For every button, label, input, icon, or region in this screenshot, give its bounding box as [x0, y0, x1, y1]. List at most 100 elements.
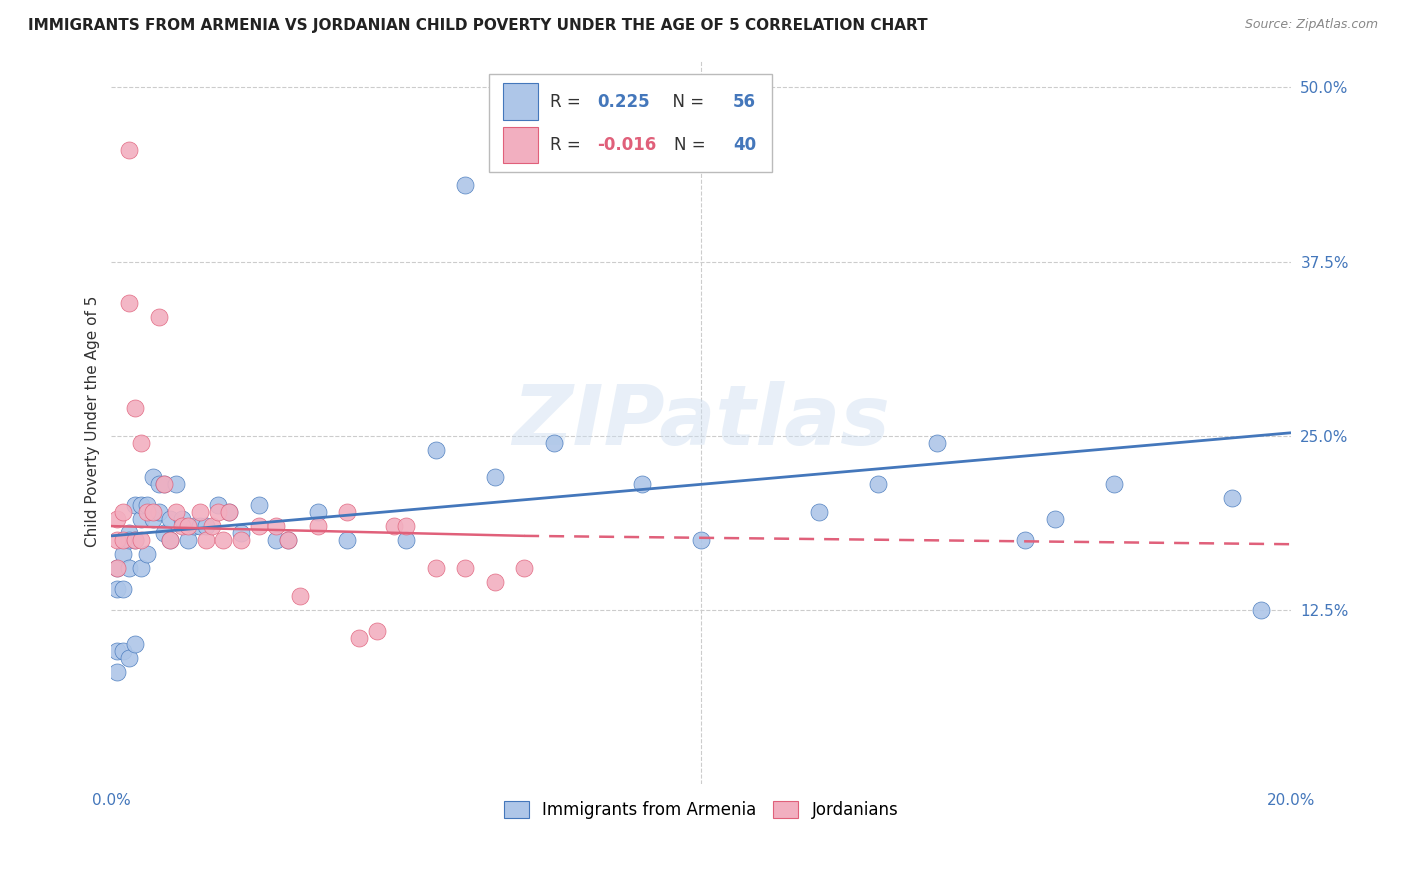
Point: [142, 512, 165, 526]
Text: N =: N =: [673, 136, 711, 154]
Point: [148, 505, 170, 519]
Point: [277, 533, 299, 547]
Point: [129, 435, 152, 450]
Point: [631, 477, 654, 491]
Point: [142, 470, 165, 484]
Point: [229, 526, 252, 541]
Point: [194, 533, 217, 547]
Text: R =: R =: [550, 136, 586, 154]
Point: [124, 638, 146, 652]
Point: [229, 533, 252, 547]
FancyBboxPatch shape: [489, 74, 772, 172]
Point: [105, 533, 128, 547]
Point: [925, 435, 948, 450]
Point: [212, 533, 235, 547]
Point: [112, 505, 135, 519]
Point: [129, 512, 152, 526]
Point: [118, 533, 141, 547]
Point: [336, 505, 359, 519]
Point: [172, 512, 194, 526]
Point: [1102, 477, 1125, 491]
Point: [347, 631, 370, 645]
Legend: Immigrants from Armenia, Jordanians: Immigrants from Armenia, Jordanians: [498, 795, 905, 826]
Text: R =: R =: [550, 93, 586, 111]
Point: [105, 665, 128, 680]
Point: [1220, 491, 1243, 506]
Point: [159, 533, 181, 547]
Text: 56: 56: [733, 93, 756, 111]
Point: [207, 498, 229, 512]
Point: [118, 561, 141, 575]
Point: [159, 533, 181, 547]
Point: [454, 178, 477, 192]
Text: 40: 40: [733, 136, 756, 154]
Point: [129, 533, 152, 547]
Point: [165, 505, 187, 519]
Point: [153, 526, 176, 541]
Point: [425, 561, 447, 575]
Point: [124, 401, 146, 415]
Text: IMMIGRANTS FROM ARMENIA VS JORDANIAN CHILD POVERTY UNDER THE AGE OF 5 CORRELATIO: IMMIGRANTS FROM ARMENIA VS JORDANIAN CHI…: [28, 18, 928, 33]
Point: [307, 519, 329, 533]
Point: [247, 519, 270, 533]
FancyBboxPatch shape: [503, 84, 538, 120]
Point: [183, 519, 205, 533]
Text: ZIPatlas: ZIPatlas: [512, 381, 890, 462]
Point: [172, 519, 194, 533]
Point: [135, 505, 157, 519]
Point: [207, 505, 229, 519]
Point: [1250, 602, 1272, 616]
Point: [277, 533, 299, 547]
Point: [247, 498, 270, 512]
Point: [194, 519, 217, 533]
Point: [177, 519, 200, 533]
Point: [118, 143, 141, 157]
Point: [148, 477, 170, 491]
Point: [484, 574, 506, 589]
Point: [395, 533, 418, 547]
Point: [484, 470, 506, 484]
Point: [690, 533, 713, 547]
Point: [129, 498, 152, 512]
Point: [112, 547, 135, 561]
Point: [118, 651, 141, 665]
Y-axis label: Child Poverty Under the Age of 5: Child Poverty Under the Age of 5: [86, 296, 100, 548]
Point: [105, 512, 128, 526]
Point: [124, 533, 146, 547]
Point: [266, 533, 288, 547]
Point: [105, 644, 128, 658]
Point: [124, 498, 146, 512]
Text: N =: N =: [662, 93, 710, 111]
Point: [188, 505, 211, 519]
Point: [153, 477, 176, 491]
Point: [135, 498, 157, 512]
Point: [124, 533, 146, 547]
Point: [307, 505, 329, 519]
FancyBboxPatch shape: [503, 127, 538, 163]
Point: [135, 547, 157, 561]
Point: [105, 561, 128, 575]
Point: [105, 582, 128, 596]
Point: [188, 519, 211, 533]
Point: [807, 505, 830, 519]
Point: [513, 561, 536, 575]
Point: [543, 435, 565, 450]
Text: -0.016: -0.016: [598, 136, 657, 154]
Point: [1014, 533, 1036, 547]
Point: [425, 442, 447, 457]
Point: [153, 477, 176, 491]
Text: 0.225: 0.225: [598, 93, 650, 111]
Point: [112, 533, 135, 547]
Point: [142, 505, 165, 519]
Point: [129, 561, 152, 575]
Point: [165, 477, 187, 491]
Point: [1043, 512, 1066, 526]
Point: [336, 533, 359, 547]
Point: [218, 505, 240, 519]
Point: [112, 644, 135, 658]
Point: [118, 296, 141, 310]
Point: [112, 582, 135, 596]
Point: [159, 512, 181, 526]
Point: [218, 505, 240, 519]
Point: [266, 519, 288, 533]
